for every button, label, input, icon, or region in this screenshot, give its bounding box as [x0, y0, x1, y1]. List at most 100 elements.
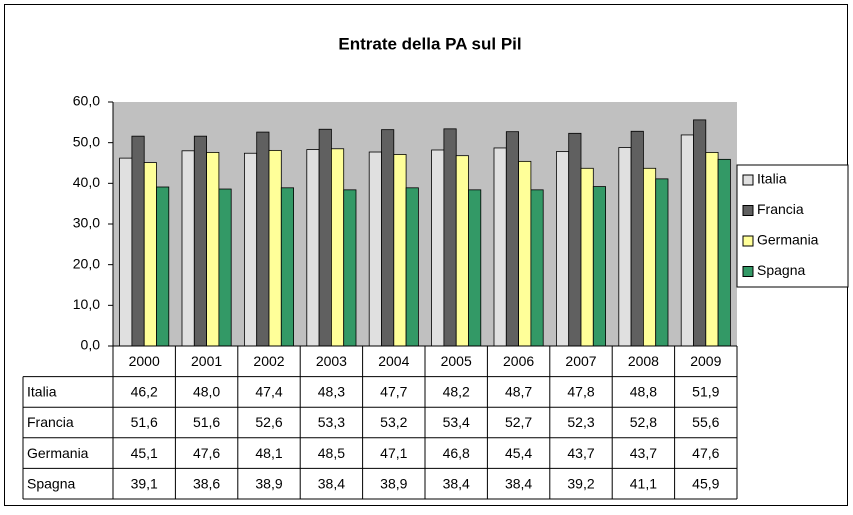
table-cell: 45,1: [131, 445, 158, 461]
table-cell: 48,3: [318, 384, 345, 400]
legend-label: Germania: [757, 232, 819, 248]
bar: [405, 187, 419, 347]
bar: [431, 149, 445, 347]
bar: [443, 128, 457, 347]
table-cell: 52,6: [255, 414, 282, 430]
table-cell: 47,4: [255, 384, 282, 400]
table-cell: 52,3: [567, 414, 594, 430]
table-row-label: Francia: [27, 414, 74, 430]
bar: [330, 148, 345, 347]
table-cell: 38,9: [255, 475, 282, 491]
table-cell: 38,9: [380, 475, 407, 491]
bar: [717, 158, 731, 347]
table-cell: 43,7: [567, 445, 594, 461]
table-row-label: Italia: [27, 384, 57, 400]
legend-label: Francia: [757, 201, 804, 217]
table-cell: 48,2: [443, 384, 470, 400]
table-cell: 45,9: [692, 475, 719, 491]
bar: [393, 154, 407, 347]
bar: [493, 147, 507, 347]
bar: [630, 130, 644, 347]
x-tick-label: 2001: [191, 353, 222, 369]
table-cell: 47,6: [692, 445, 719, 461]
bar: [381, 129, 395, 347]
table-cell: 55,6: [692, 414, 719, 430]
table-cell: 51,6: [131, 414, 158, 430]
bar: [243, 152, 258, 347]
table-cell: 43,7: [630, 445, 657, 461]
table-cell: 53,2: [380, 414, 407, 430]
bar: [705, 152, 719, 347]
legend-swatch: [742, 235, 754, 247]
table-cell: 48,5: [318, 445, 345, 461]
chart-title: Entrate della PA sul Pil: [338, 34, 521, 53]
x-tick-label: 2004: [378, 353, 409, 369]
bar: [343, 189, 357, 347]
table-row-label: Spagna: [27, 475, 75, 491]
table-cell: 48,7: [505, 384, 532, 400]
table-cell: 51,9: [692, 384, 719, 400]
bar: [518, 160, 532, 347]
table-cell: 39,1: [131, 475, 158, 491]
x-tick-label: 2003: [316, 353, 347, 369]
x-tick-label: 2007: [565, 353, 596, 369]
legend-swatch: [742, 266, 754, 277]
table-cell: 41,1: [630, 475, 657, 491]
y-tick-label: 10,0: [73, 296, 100, 312]
table-cell: 47,7: [380, 384, 407, 400]
table-cell: 48,8: [630, 384, 657, 400]
bar: [693, 119, 707, 347]
bar: [143, 162, 157, 347]
bar: [580, 167, 594, 347]
y-tick-label: 60,0: [73, 93, 100, 109]
y-tick-label: 40,0: [73, 174, 100, 190]
bar: [618, 147, 632, 347]
bar: [455, 155, 469, 347]
table-cell: 39,2: [567, 475, 594, 491]
bar: [156, 186, 170, 347]
table-cell: 47,8: [567, 384, 594, 400]
bar: [206, 152, 220, 347]
bar: [655, 178, 669, 347]
y-tick-label: 0,0: [81, 337, 101, 353]
x-tick-label: 2009: [690, 353, 721, 369]
bar: [368, 151, 382, 347]
y-tick-label: 50,0: [73, 133, 100, 149]
y-tick-label: 20,0: [73, 255, 100, 271]
bar: [468, 189, 482, 347]
table-cell: 38,4: [318, 475, 345, 491]
bar: [256, 131, 270, 347]
y-tick-label: 30,0: [73, 215, 100, 231]
x-tick-label: 2002: [253, 353, 284, 369]
legend-swatch: [742, 174, 754, 186]
bar: [131, 135, 145, 347]
table-cell: 46,8: [443, 445, 470, 461]
legend-label: Spagna: [757, 262, 805, 278]
bar: [592, 186, 606, 347]
legend-box: [736, 164, 849, 288]
table-cell: 46,2: [131, 384, 158, 400]
table-cell: 51,6: [193, 414, 220, 430]
table-cell: 48,0: [193, 384, 220, 400]
table-cell: 53,4: [443, 414, 470, 430]
bar: [530, 189, 544, 347]
x-tick-label: 2000: [129, 353, 160, 369]
bar: [218, 188, 232, 347]
table-cell: 52,8: [630, 414, 657, 430]
table-cell: 47,6: [193, 445, 220, 461]
legend-swatch: [742, 205, 754, 216]
bar: [643, 167, 657, 347]
bar: [680, 134, 694, 347]
bar: [568, 132, 582, 347]
bar: [556, 151, 570, 347]
table-cell: 38,6: [193, 475, 220, 491]
table-cell: 47,1: [380, 445, 407, 461]
table-cell: 53,3: [318, 414, 345, 430]
bar: [268, 149, 282, 347]
table-cell: 52,7: [505, 414, 532, 430]
bar: [306, 149, 320, 347]
bar: [505, 131, 519, 347]
table-cell: 48,1: [255, 445, 282, 461]
x-tick-label: 2006: [503, 353, 534, 369]
